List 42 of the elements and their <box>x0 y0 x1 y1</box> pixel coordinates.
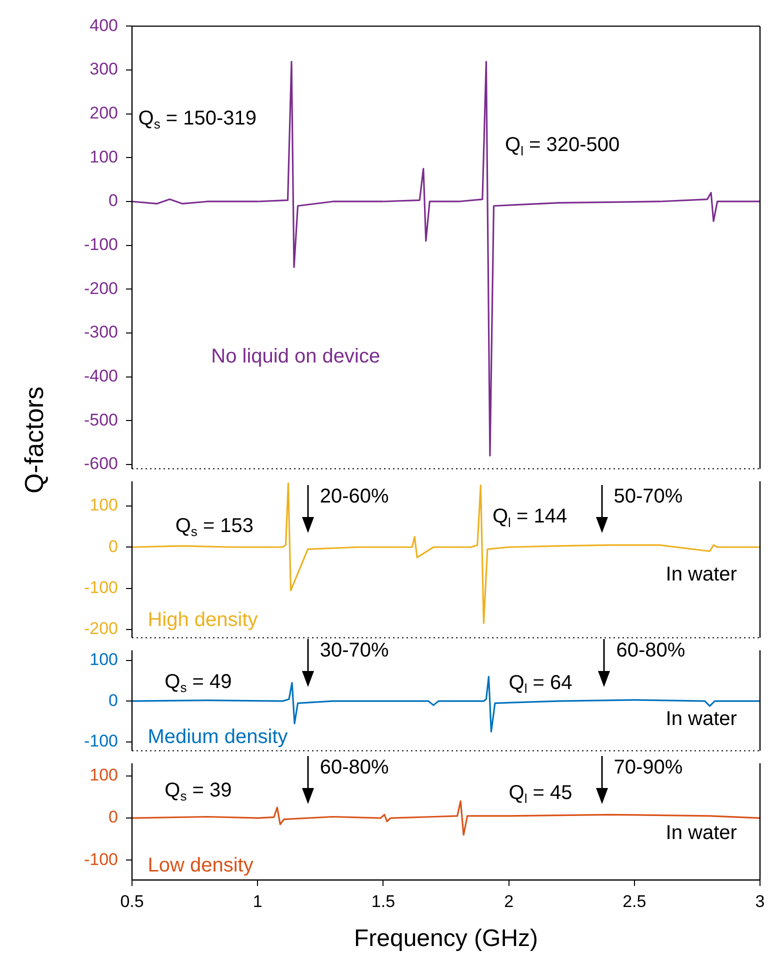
x-tick-label: 3 <box>755 892 765 911</box>
y-tick-label: -500 <box>84 410 118 430</box>
y-tick-label: -100 <box>84 578 118 598</box>
y-tick-label: -100 <box>84 732 118 751</box>
annotation: Medium density <box>148 726 288 748</box>
y-tick-label: -100 <box>84 850 118 869</box>
y-tick-label: 0 <box>108 191 118 210</box>
annotation: 20-60% <box>320 486 389 508</box>
y-tick-label: 100 <box>90 766 118 785</box>
y-tick-label: 100 <box>90 650 118 670</box>
annotation: 70-90% <box>614 756 683 779</box>
y-tick-label: 0 <box>108 536 118 556</box>
x-tick-label: 0.5 <box>120 892 144 911</box>
y-tick-label: -300 <box>84 322 118 342</box>
y-tick-label: 0 <box>108 808 118 827</box>
y-tick-label: 100 <box>90 147 118 166</box>
y-tick-label: -400 <box>84 366 118 386</box>
y-tick-label: -200 <box>84 278 118 298</box>
x-tick-label: 2 <box>504 892 514 911</box>
y-tick-label: 200 <box>90 104 118 123</box>
y-tick-label: 400 <box>90 16 118 35</box>
x-axis-title: Frequency (GHz) <box>354 925 538 952</box>
annotation: 60-80% <box>616 640 686 662</box>
x-tick-label: 1.5 <box>371 892 396 911</box>
annotation: Low density <box>148 854 254 876</box>
annotation: In water <box>666 822 738 844</box>
annotation: In water <box>666 708 738 730</box>
annotation: In water <box>666 564 738 586</box>
x-tick-label: 1 <box>252 892 262 911</box>
annotation: 60-80% <box>320 756 389 779</box>
y-axis-title: Q-factors <box>18 386 50 496</box>
x-tick-label: 2.5 <box>622 892 646 911</box>
y-tick-label: -100 <box>84 234 118 254</box>
y-tick-label: -200 <box>84 619 118 638</box>
y-tick-label: -600 <box>84 454 118 474</box>
y-tick-label: 100 <box>90 496 118 515</box>
annotation: No liquid on device <box>211 345 380 368</box>
annotation: 30-70% <box>320 640 389 662</box>
y-tick-label: 300 <box>90 60 118 79</box>
y-tick-label: 0 <box>108 690 118 710</box>
annotation: 50-70% <box>614 486 683 508</box>
annotation: High density <box>148 609 258 632</box>
